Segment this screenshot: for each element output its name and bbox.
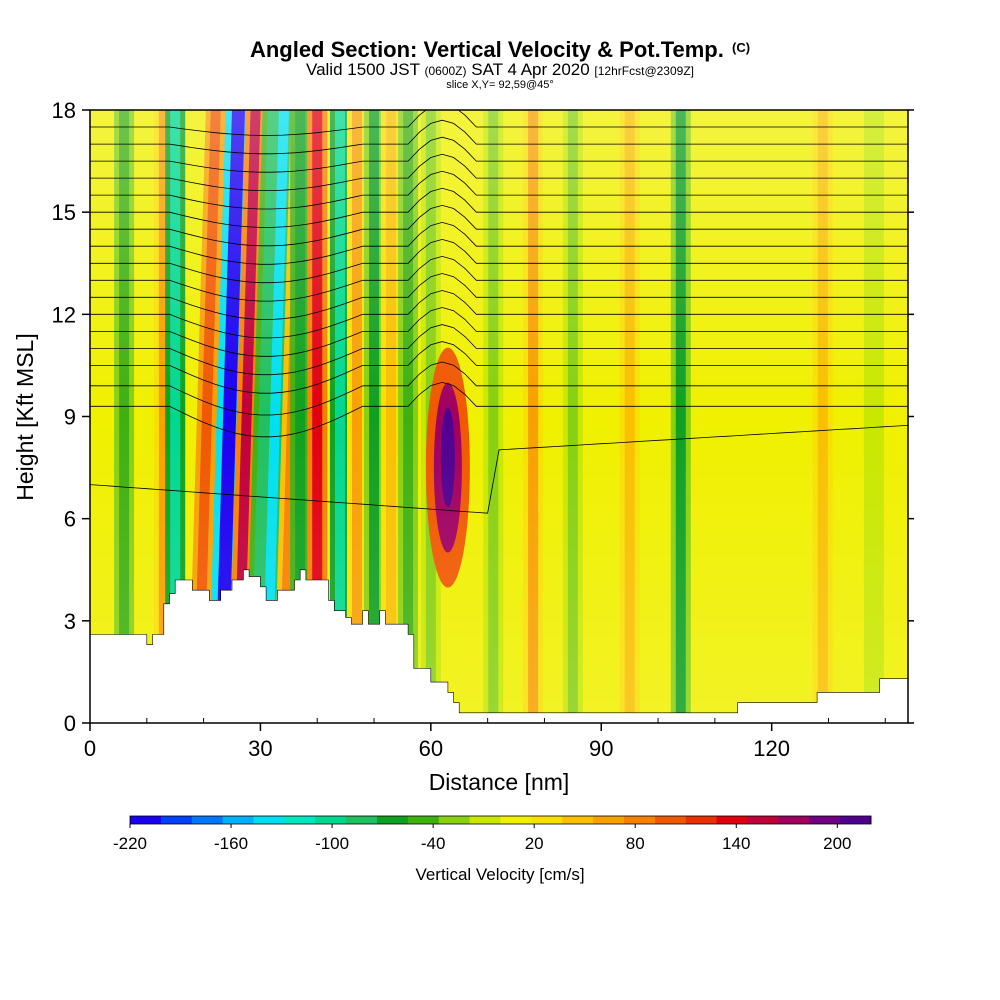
theta-contour [90,170,908,210]
slice-info: slice X,Y= 92,59@45° [446,79,554,91]
theta-contour [90,290,908,339]
colorbar-swatch [747,816,779,824]
colorbar: -220 -160 -100 -40 20 80 140 200 [113,815,872,853]
colorbar-swatch [438,816,471,824]
colorbar-swatch [130,816,162,824]
chart-title: Angled Section: Vertical Velocity & Pot.… [0,36,1000,62]
colorbar-tick-label: -100 [315,834,349,853]
theta-contour [90,204,908,247]
theta-contour [90,119,908,155]
colorbar-swatch [253,816,285,824]
colorbar-swatch [685,816,718,824]
theta-contour [90,153,908,191]
y-tick-label: 18 [52,98,76,123]
colorbar-tick-label: 80 [626,834,645,853]
y-tick-label: 15 [52,200,76,225]
x-axis: 0 30 60 90 120 [84,718,886,761]
colorbar-swatch [377,816,409,824]
x-tick-label: 0 [84,736,96,761]
plot-area [90,110,908,723]
theta-contour [90,187,908,228]
colorbar-swatch [531,816,563,824]
y-tick-label: 6 [64,507,76,532]
colorbar-swatch [624,816,656,824]
theta-contour [90,324,908,376]
colorbar-tick-label: -220 [113,834,147,853]
y-tick-label: 9 [64,405,76,430]
y-axis: 0 3 6 9 12 15 18 [52,98,914,736]
colorbar-tick-label: -40 [421,834,446,853]
theta-contour [90,425,908,514]
colorbar-swatch [346,816,378,824]
colorbar-tick-label: -160 [214,834,248,853]
colorbar-swatch [778,816,810,824]
theta-contour [90,381,908,438]
forecast-info: [12hrFcst@2309Z] [594,64,694,78]
theta-contour [90,238,908,284]
theta-contour [90,341,908,394]
x-tick-label: 120 [753,736,790,761]
y-tick-label: 12 [52,302,76,327]
x-tick-label: 90 [589,736,613,761]
colorbar-swatch [160,816,193,824]
colorbar-swatch [222,816,254,824]
theta-contour [90,221,908,265]
theta-contour [90,361,908,416]
colorbar-swatch [469,816,501,824]
y-tick-label: 3 [64,609,76,634]
colorbar-swatch [654,816,687,824]
theta-contours [90,110,908,514]
theta-contour [90,136,908,173]
colorbar-swatch [593,816,625,824]
valid-prefix: Valid 1500 JST [306,60,420,79]
theta-contour [90,255,908,302]
colorbar-swatch [191,816,224,824]
colorbar-swatch [284,816,316,824]
title-text: Angled Section: Vertical Velocity & Pot.… [249,37,724,62]
colorbar-swatch [562,816,594,824]
colorbar-swatch [315,816,347,824]
x-tick-label: 60 [419,736,443,761]
title-mark: (C) [732,40,751,55]
colorbar-swatch [500,816,532,824]
colorbar-tick-label: 20 [525,834,544,853]
y-axis-label: Height [Kft MSL] [12,333,38,500]
x-axis-label: Distance [nm] [429,769,570,795]
theta-contour [90,273,908,320]
theta-contour [90,307,908,357]
colorbar-tick-label: 200 [823,834,851,853]
valid-time-line: Valid 1500 JST (0600Z) SAT 4 Apr 2020 [1… [0,60,1000,79]
colorbar-label: Vertical Velocity [cm/s] [415,865,584,884]
terrain [90,569,908,723]
theta-contour [90,110,908,136]
valid-date: SAT 4 Apr 2020 [471,60,590,79]
colorbar-frame [129,815,872,825]
chart-header: Angled Section: Vertical Velocity & Pot.… [0,36,1000,92]
colorbar-swatch [809,816,841,824]
colorbar-swatch [407,816,440,824]
colorbar-swatch [716,816,748,824]
y-tick-label: 0 [64,711,76,736]
x-tick-label: 30 [248,736,272,761]
valid-utc: (0600Z) [424,64,467,78]
colorbar-swatch [840,816,872,824]
colorbar-tick-label: 140 [722,834,750,853]
